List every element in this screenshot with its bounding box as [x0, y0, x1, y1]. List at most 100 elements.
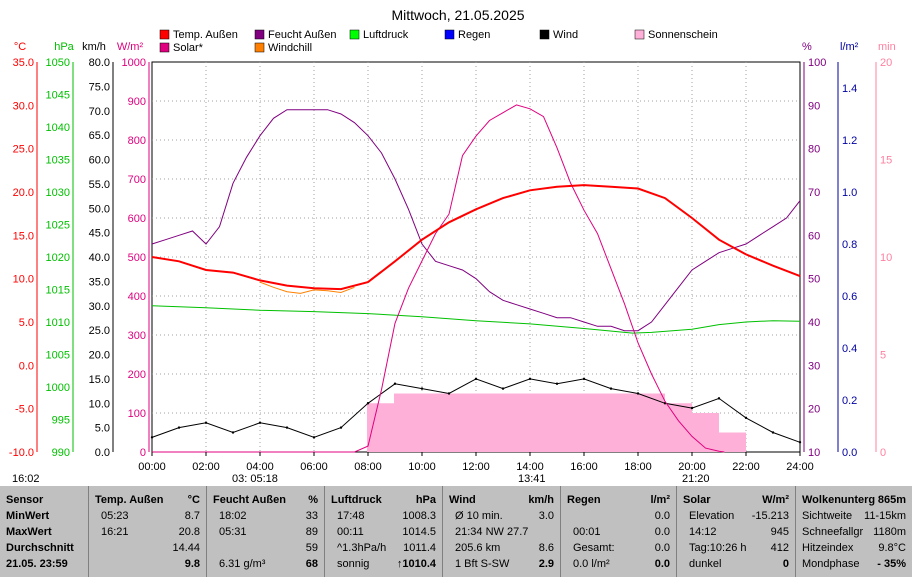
right-axis-tick: 70 — [808, 187, 820, 199]
right-axis-tick: 0.8 — [842, 239, 857, 251]
legend-label: Sonnenschein — [648, 29, 718, 41]
left-axis-tick: 1035 — [46, 155, 70, 167]
left-axis-tick: 1010 — [46, 317, 70, 329]
stats-row: 00:01 0.0 — [561, 524, 676, 540]
stats-value: 945 — [770, 526, 789, 538]
wind-point — [231, 431, 235, 434]
left-axis-tick: 200 — [128, 369, 146, 381]
left-axis-tick: 5.0 — [19, 317, 34, 329]
left-axis-tick: 1020 — [46, 252, 70, 264]
legend-swatch — [349, 29, 360, 40]
left-axis-tick: 1030 — [46, 187, 70, 199]
stats-label: Sensor — [6, 494, 44, 506]
left-axis-tick: 40.0 — [89, 252, 110, 264]
stats-header: Wolkenunterg 865m — [796, 492, 912, 508]
right-axis-tick: 15 — [880, 155, 892, 167]
right-axis-unit: % — [802, 41, 812, 53]
wind-point — [717, 397, 721, 400]
stats-label: Hitzeindex — [802, 542, 854, 554]
pressure-line — [151, 305, 801, 334]
left-axis-tick: 500 — [128, 252, 146, 264]
stats-label: 6.31 g/m³ — [219, 558, 266, 570]
left-axis-tick: 15.0 — [89, 374, 110, 386]
stats-value: 20.8 — [178, 526, 200, 538]
stats-header: Solar W/m² — [677, 492, 795, 508]
left-axis-tick: 990 — [52, 447, 70, 459]
stats-value: °C — [187, 494, 200, 506]
stats-label: 00:01 — [573, 526, 601, 538]
stats-value: hPa — [415, 494, 436, 506]
solar-line — [152, 104, 725, 453]
stats-label: Wind — [449, 494, 476, 506]
wind-point — [501, 387, 505, 390]
legend: Temp. Außen Feucht Außen Luftdruck Regen Win… — [159, 29, 718, 54]
stats-column: Luftdruck hPa 17:48 1008.3 00:11 1014.5 ^1.3hP… — [324, 486, 442, 577]
right-axis-tick: 1.0 — [842, 187, 857, 199]
legend-label: Regen — [458, 29, 490, 41]
stats-label: Elevation — [689, 510, 735, 522]
left-axis-tick: 20.0 — [13, 187, 34, 199]
wind-point — [204, 421, 208, 424]
stats-value: -15.213 — [751, 510, 789, 522]
left-axis-tick: 70.0 — [89, 106, 110, 118]
stats-row: 05:23 8.7 — [89, 508, 206, 524]
legend-label: Solar* — [173, 42, 204, 54]
stats-row: 18:02 33 — [207, 508, 324, 524]
stats-value: 0.0 — [654, 558, 670, 570]
wind-point — [555, 382, 559, 385]
sunshine-bar — [448, 393, 476, 452]
left-axis-tick: 1025 — [46, 220, 70, 232]
stats-row: 05:31 89 — [207, 524, 324, 540]
x-axis: 00:00 02:00 04:00 06:00 08:00 10:00 12:00 14:00… — [12, 452, 814, 485]
stats-value: - 35% — [877, 558, 906, 570]
stats-label: sonnig — [337, 558, 370, 570]
legend-swatch — [254, 29, 265, 40]
stats-row: Durchschnitt — [0, 540, 88, 556]
stats-value: 2.9 — [538, 558, 554, 570]
right-axis-tick: 90 — [808, 100, 820, 112]
legend-label: Wind — [553, 29, 578, 41]
sunshine-bar — [475, 393, 503, 452]
stats-label: Luftdruck — [331, 494, 382, 506]
humidity-line — [151, 109, 801, 332]
left-axis-tick: 900 — [128, 96, 146, 108]
stats-label: Schneefallgr — [802, 526, 864, 538]
stats-header: Regen l/m² — [561, 492, 676, 508]
left-axis-tick: 1045 — [46, 90, 70, 102]
right-axis-tick: 10 — [880, 252, 892, 264]
right-axis-tick: 20 — [808, 404, 820, 416]
legend-swatch — [539, 29, 550, 40]
sunshine-bar — [421, 393, 449, 452]
stats-row: MaxWert — [0, 524, 88, 540]
stats-row: 16:21 20.8 — [89, 524, 206, 540]
left-axis-tick: 1000 — [122, 57, 146, 69]
wind-point — [636, 392, 640, 395]
sunshine-bar — [529, 393, 557, 452]
stats-row: Tag:10:26 h 412 — [677, 540, 795, 556]
stats-value: 59 — [305, 542, 318, 554]
left-axis-tick: 30.0 — [89, 301, 110, 313]
stats-row: ^1.3hPa/h 1011.4 — [325, 540, 442, 556]
left-axis-tick: 1015 — [46, 285, 70, 297]
stats-value: 1180m — [873, 526, 906, 538]
left-axis-unit: °C — [14, 41, 26, 53]
stats-label: 14:12 — [689, 526, 717, 538]
stats-value: l/m² — [650, 494, 670, 506]
x-axis-tick-label: 04:00 — [246, 461, 274, 473]
stats-row: 14:12 945 — [677, 524, 795, 540]
wind-point — [366, 402, 370, 405]
wind-point — [150, 436, 154, 439]
stats-label: 205.6 km — [455, 542, 501, 554]
legend-swatch — [444, 29, 455, 40]
stats-value: 11-15km — [864, 510, 906, 522]
right-axis-tick: 80 — [808, 144, 820, 156]
left-axis-tick: 600 — [128, 213, 146, 225]
stats-label: 18:02 — [219, 510, 247, 522]
wind-point — [582, 377, 586, 381]
x-axis-tick-label: 10:00 — [408, 461, 436, 473]
wind-point — [474, 377, 478, 381]
stats-label: Regen — [567, 494, 601, 506]
stats-column: Wind km/h Ø 10 min. 3.0 21:34 NW 27.7 205.6 k… — [442, 486, 560, 577]
left-axis-tick: -10.0 — [9, 447, 34, 459]
x-axis-tick-label: 14:00 — [516, 461, 544, 473]
